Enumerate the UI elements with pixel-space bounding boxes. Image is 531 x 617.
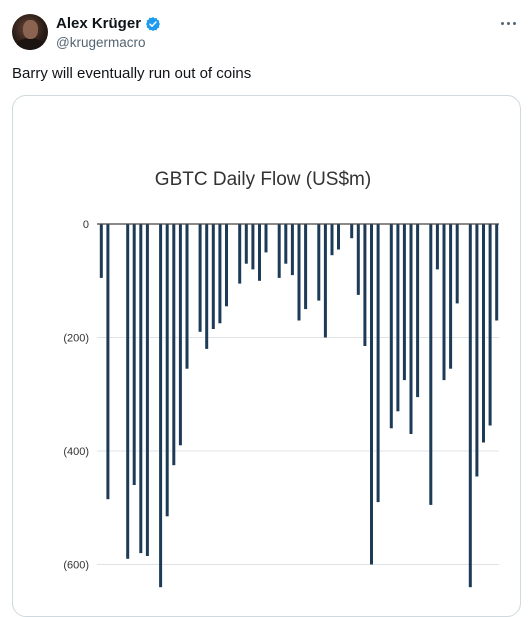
- avatar-face: [23, 20, 38, 39]
- y-tick-label: (400): [63, 446, 89, 458]
- bar: [356, 224, 360, 295]
- bar: [132, 224, 136, 485]
- bar: [165, 224, 169, 517]
- author-handle[interactable]: @krugermacro: [56, 35, 146, 50]
- more-dot: [500, 21, 504, 25]
- bar: [455, 224, 459, 304]
- author-name-row: Alex Krüger: [56, 15, 161, 32]
- bar: [258, 224, 261, 281]
- bar: [429, 224, 433, 505]
- bar: [475, 224, 479, 477]
- bar: [218, 224, 222, 324]
- bar: [317, 224, 321, 301]
- bar: [402, 224, 406, 381]
- bar: [277, 224, 281, 278]
- chart: GBTC Daily Flow (US$m) 0 (200) (400) (600): [63, 169, 499, 588]
- bar: [389, 224, 393, 429]
- bar: [449, 224, 453, 369]
- bar: [330, 224, 334, 256]
- verified-badge-icon: [146, 16, 161, 31]
- bar: [244, 224, 248, 264]
- chart-title: GBTC Daily Flow (US$m): [155, 169, 371, 190]
- bar: [106, 224, 110, 500]
- bar: [416, 224, 420, 398]
- bar: [304, 224, 308, 310]
- bar: [297, 224, 301, 321]
- avatar-shoulders: [16, 38, 44, 50]
- more-options-icon[interactable]: [497, 12, 519, 34]
- y-axis-ticks: 0 (200) (400) (600): [63, 219, 89, 572]
- bar: [435, 224, 439, 270]
- y-tick-label: 0: [83, 219, 89, 231]
- bar: [126, 224, 130, 559]
- bar: [205, 224, 209, 349]
- bar: [185, 224, 189, 369]
- bar: [323, 224, 327, 338]
- bar: [139, 224, 143, 554]
- author-name[interactable]: Alex Krüger: [56, 15, 142, 32]
- bar: [442, 224, 446, 381]
- bar: [225, 224, 228, 307]
- bar: [290, 224, 294, 276]
- bar: [488, 224, 492, 426]
- bar: [495, 224, 499, 321]
- bar: [350, 224, 354, 239]
- bar: [238, 224, 242, 284]
- y-tick-label: (200): [63, 333, 89, 345]
- bar: [284, 224, 288, 264]
- bar: [251, 224, 255, 270]
- bar: [178, 224, 182, 446]
- bar: [409, 224, 413, 434]
- bar: [363, 224, 367, 346]
- bar: [482, 224, 485, 443]
- more-dot: [512, 21, 516, 25]
- bar: [376, 224, 380, 503]
- bar: [99, 224, 103, 278]
- bar: [337, 224, 340, 250]
- more-dot: [506, 21, 510, 25]
- tweet-media-chart[interactable]: GBTC Daily Flow (US$m) 0 (200) (400) (600): [12, 95, 521, 617]
- tweet-text: Barry will eventually run out of coins: [12, 65, 252, 82]
- chart-grid: [97, 337, 499, 565]
- bar: [370, 224, 373, 565]
- bar: [159, 224, 163, 588]
- bar: [172, 224, 176, 466]
- bar: [264, 224, 268, 253]
- bar-series: [99, 224, 499, 588]
- bar: [396, 224, 400, 412]
- bar: [198, 224, 202, 332]
- bar: [211, 224, 215, 329]
- bar: [468, 224, 472, 588]
- y-tick-label: (600): [63, 560, 89, 572]
- avatar[interactable]: [12, 14, 48, 50]
- bar: [145, 224, 149, 556]
- tweet: Alex Krüger @krugermacro Barry will even…: [12, 12, 521, 617]
